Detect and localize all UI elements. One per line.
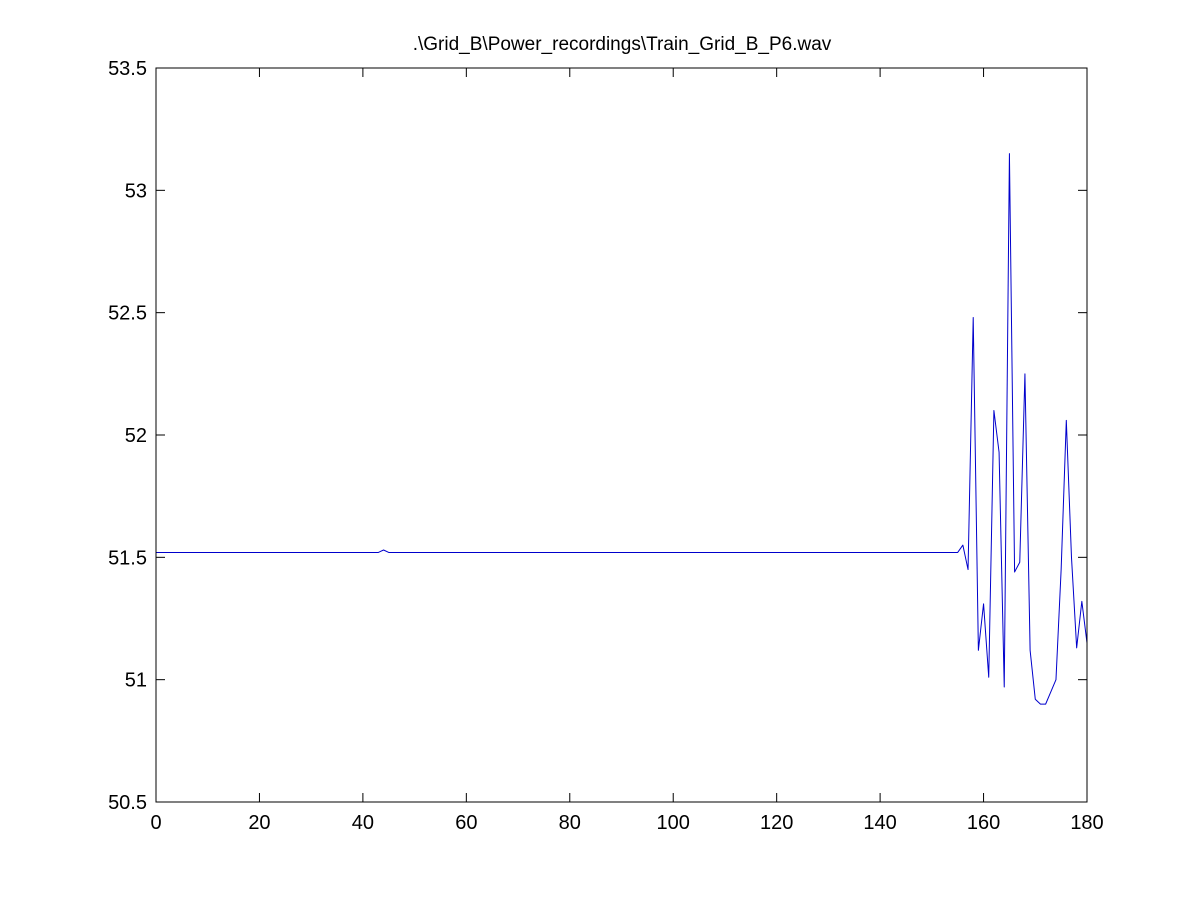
y-tick-label: 53 bbox=[125, 180, 147, 202]
y-tick-label: 50.5 bbox=[108, 792, 147, 814]
x-tick-label: 140 bbox=[863, 812, 896, 834]
x-tick-label: 80 bbox=[559, 812, 581, 834]
plot-area bbox=[156, 153, 1088, 705]
x-tick-label: 20 bbox=[248, 812, 270, 834]
y-axis: 50.5 51 51.5 52 52.5 53 53.5 bbox=[108, 58, 1087, 814]
y-tick-label: 53.5 bbox=[108, 58, 147, 80]
x-tick-label: 120 bbox=[760, 812, 793, 834]
x-tick-label: 180 bbox=[1070, 812, 1103, 834]
y-tick-label: 52.5 bbox=[108, 303, 147, 325]
x-axis: 0 20 40 60 80 100 120 140 160 180 bbox=[150, 68, 1104, 834]
chart-title: .\Grid_B\Power_recordings\Train_Grid_B_P… bbox=[413, 34, 832, 55]
x-tick-label: 60 bbox=[455, 812, 477, 834]
y-tick-label: 51 bbox=[125, 670, 147, 692]
x-tick-label: 160 bbox=[967, 812, 1000, 834]
x-tick-label: 40 bbox=[352, 812, 374, 834]
y-tick-label: 52 bbox=[125, 425, 147, 447]
y-tick-label: 51.5 bbox=[108, 547, 147, 569]
x-tick-label: 0 bbox=[150, 812, 161, 834]
axes-box bbox=[155, 67, 1088, 803]
series-line bbox=[156, 153, 1088, 705]
x-tick-label: 100 bbox=[657, 812, 690, 834]
